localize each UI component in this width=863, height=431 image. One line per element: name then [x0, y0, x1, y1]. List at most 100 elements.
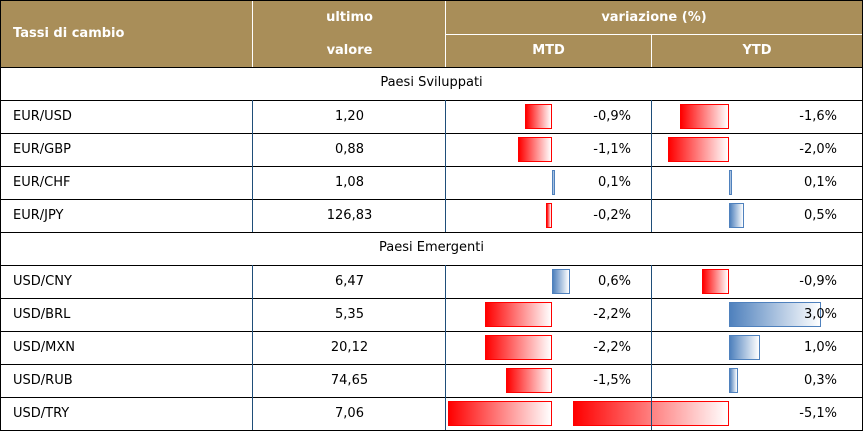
column-divider	[252, 166, 253, 199]
ytd-bar	[729, 368, 739, 393]
rule	[1, 199, 862, 200]
rule	[1, 133, 862, 134]
header-col-pair: Tassi di cambio	[13, 26, 125, 41]
column-divider	[252, 133, 253, 166]
mtd-bar	[552, 170, 556, 195]
header-divider	[445, 1, 446, 67]
mtd-bar	[484, 335, 552, 360]
ytd-bar	[668, 137, 729, 162]
mtd-value: 0,1%	[597, 175, 631, 190]
column-divider	[651, 133, 652, 166]
mtd-value: -2,2%	[593, 340, 631, 355]
rule	[1, 232, 862, 233]
ytd-bar	[729, 302, 821, 327]
ytd-bar	[729, 170, 733, 195]
header-divider	[446, 34, 862, 35]
column-divider	[651, 199, 652, 232]
column-divider	[445, 298, 446, 331]
last-value: 20,12	[330, 340, 369, 355]
mtd-value: -2,2%	[593, 307, 631, 322]
column-divider	[445, 397, 446, 430]
mtd-bar	[484, 302, 552, 327]
ytd-value: -1,6%	[799, 109, 837, 124]
ytd-bar	[729, 203, 745, 228]
pair-label: EUR/GBP	[13, 142, 71, 157]
mtd-value: -1,5%	[593, 373, 631, 388]
mtd-bar	[518, 137, 552, 162]
last-value: 1,20	[335, 109, 364, 124]
rule	[1, 397, 862, 398]
last-value: 0,88	[335, 142, 364, 157]
column-divider	[445, 364, 446, 397]
ytd-bar	[701, 269, 729, 294]
table-header: Tassi di cambio ultimo valore variazione…	[1, 1, 862, 67]
column-divider	[445, 199, 446, 232]
header-col-value-line2: valore	[326, 43, 373, 58]
section-title: Paesi Sviluppati	[380, 75, 483, 90]
mtd-bar	[506, 368, 552, 393]
pair-label: USD/TRY	[13, 406, 70, 421]
column-divider	[651, 331, 652, 364]
rule	[1, 67, 862, 68]
column-divider	[252, 298, 253, 331]
column-divider	[651, 100, 652, 133]
column-divider	[445, 265, 446, 298]
column-divider	[252, 397, 253, 430]
column-divider	[445, 133, 446, 166]
pair-label: USD/MXN	[13, 340, 76, 355]
rule	[1, 100, 862, 101]
last-value: 74,65	[330, 373, 369, 388]
pair-label: EUR/JPY	[13, 208, 64, 223]
mtd-value: -0,9%	[593, 109, 631, 124]
rule	[1, 265, 862, 266]
pair-label: USD/CNY	[13, 274, 72, 289]
column-divider	[651, 364, 652, 397]
column-divider	[445, 100, 446, 133]
mtd-bar	[524, 104, 552, 129]
header-divider	[651, 34, 652, 67]
column-divider	[651, 166, 652, 199]
rule	[1, 331, 862, 332]
ytd-bar	[729, 335, 760, 360]
mtd-value: 0,6%	[597, 274, 631, 289]
last-value: 7,06	[335, 406, 364, 421]
ytd-value: 0,5%	[803, 208, 837, 223]
column-divider	[252, 331, 253, 364]
ytd-value: 1,0%	[803, 340, 837, 355]
ytd-value: -2,0%	[799, 142, 837, 157]
mtd-bar	[545, 203, 552, 228]
column-divider	[445, 331, 446, 364]
column-divider	[252, 265, 253, 298]
column-divider	[651, 397, 652, 430]
header-divider	[252, 1, 253, 67]
rule	[1, 166, 862, 167]
last-value: 126,83	[326, 208, 373, 223]
section-title: Paesi Emergenti	[379, 240, 484, 255]
column-divider	[651, 298, 652, 331]
rule	[1, 298, 862, 299]
last-value: 5,35	[335, 307, 364, 322]
mtd-bar	[552, 269, 571, 294]
ytd-value: -5,1%	[799, 406, 837, 421]
last-value: 1,08	[335, 175, 364, 190]
pair-label: USD/RUB	[13, 373, 73, 388]
pair-label: EUR/USD	[13, 109, 72, 124]
header-col-mtd: MTD	[532, 43, 565, 58]
column-divider	[252, 364, 253, 397]
ytd-value: 0,1%	[803, 175, 837, 190]
last-value: 6,47	[335, 274, 364, 289]
mtd-value: -1,1%	[593, 142, 631, 157]
ytd-value: -0,9%	[799, 274, 837, 289]
rule	[1, 364, 862, 365]
column-divider	[445, 166, 446, 199]
ytd-value: 3,0%	[803, 307, 837, 322]
ytd-bar	[680, 104, 729, 129]
pair-label: EUR/CHF	[13, 175, 71, 190]
pair-label: USD/BRL	[13, 307, 71, 322]
mtd-value: -0,2%	[593, 208, 631, 223]
column-divider	[252, 100, 253, 133]
header-col-value-line1: ultimo	[326, 10, 373, 25]
mtd-bar	[448, 401, 552, 426]
column-divider	[651, 265, 652, 298]
